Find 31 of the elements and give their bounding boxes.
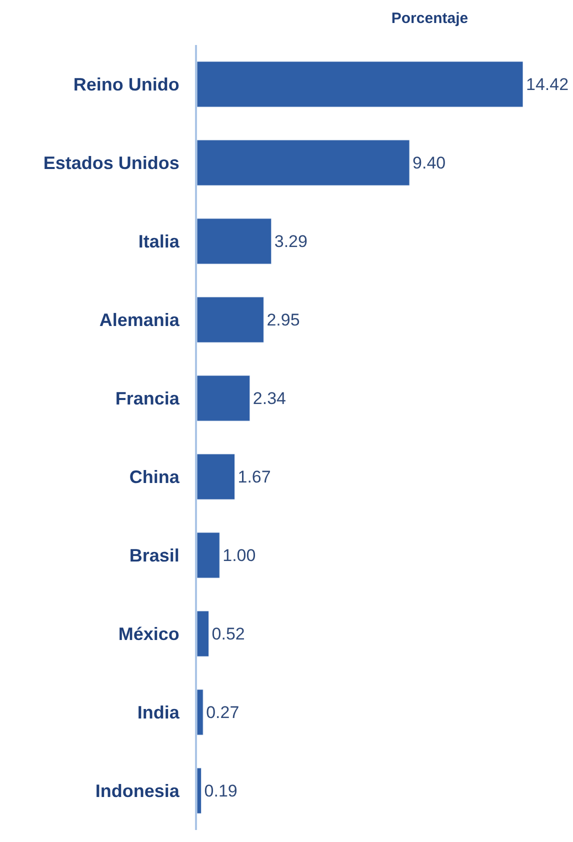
bar xyxy=(197,61,523,108)
bar xyxy=(197,296,264,343)
y-tick-label: Francia xyxy=(115,388,180,409)
data-label: 2.95 xyxy=(266,310,300,330)
y-tick-label: Italia xyxy=(138,232,180,252)
data-label: 9.40 xyxy=(412,153,446,172)
data-label: 14.42 xyxy=(526,74,569,94)
chart-title: Porcentaje xyxy=(391,10,468,28)
data-label: 3.29 xyxy=(274,232,308,251)
y-tick-label: India xyxy=(137,702,180,723)
bar xyxy=(197,689,204,736)
y-tick-label: Brasil xyxy=(129,546,180,566)
bar xyxy=(197,610,210,657)
data-label: 2.34 xyxy=(252,388,286,408)
bar xyxy=(197,768,202,814)
data-label: 1.67 xyxy=(238,467,271,486)
data-label: 0.27 xyxy=(206,702,240,722)
bar xyxy=(197,140,410,186)
bar xyxy=(197,375,250,422)
data-label: 0.19 xyxy=(204,781,238,800)
data-label: 0.52 xyxy=(212,624,245,644)
data-label: 1.00 xyxy=(222,546,256,565)
y-tick-label: Indonesia xyxy=(95,781,180,802)
y-tick-label: Reino Unido xyxy=(73,74,180,95)
y-tick-label: Estados Unidos xyxy=(43,153,180,174)
y-tick-label: Alemania xyxy=(99,310,180,330)
y-tick-label: México xyxy=(118,624,180,644)
y-tick-label: China xyxy=(129,467,180,488)
bar xyxy=(197,532,220,578)
bar xyxy=(197,454,235,500)
bar xyxy=(197,218,272,264)
